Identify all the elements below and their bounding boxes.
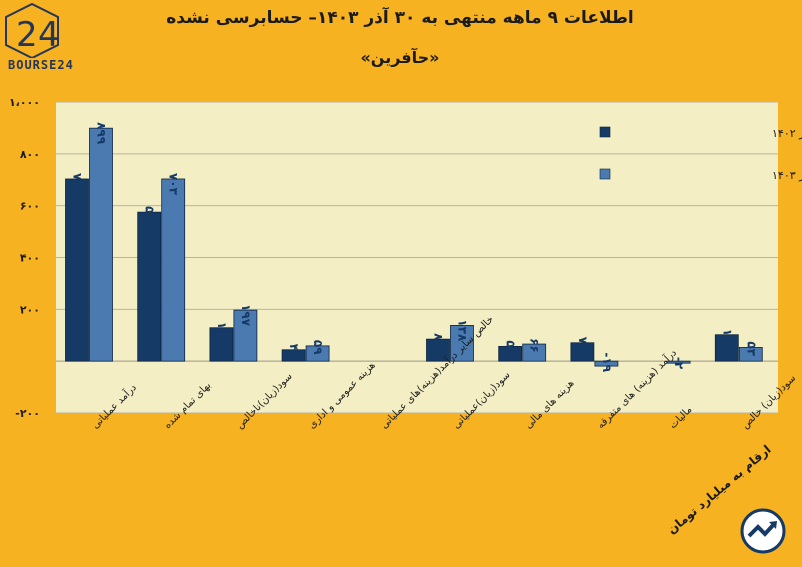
data-label: ۱۹۷ — [239, 304, 253, 327]
svg-text:2: 2 — [16, 15, 38, 55]
data-label: -۱۹ — [600, 352, 614, 372]
bar — [209, 327, 234, 362]
data-label: ۷۰۳ — [167, 173, 181, 196]
bar — [161, 178, 186, 362]
data-label: ۱۳۸ — [455, 319, 469, 342]
bar — [65, 178, 89, 362]
bar — [522, 343, 547, 362]
data-label: ۱۰۲ — [720, 329, 734, 352]
y-tick-label: ۶۰۰ — [20, 200, 40, 213]
data-label: ۱۲۹ — [215, 322, 229, 345]
y-tick-label: ۱،۰۰۰ — [9, 96, 40, 109]
data-label: ۵۷ — [504, 340, 518, 355]
svg-text:4: 4 — [38, 15, 60, 55]
data-label: ۸۹۹ — [94, 122, 108, 145]
y-tick-label: -۲۰۰ — [15, 407, 40, 420]
data-label: ۷۰۳ — [70, 173, 84, 196]
legend-swatch — [599, 168, 611, 180]
chart-title: اطلاعات ۹ ماهه منتهی به ۳۰ آذر ۱۴۰۳– حسا… — [166, 8, 634, 28]
y-tick-label: ۸۰۰ — [20, 148, 40, 161]
bourse24-logo-icon: 2 4 — [5, 2, 60, 60]
data-label: ۵۳ — [744, 341, 758, 356]
brand-name: BOURSE24 — [8, 58, 74, 72]
data-label: ۸۵ — [431, 333, 445, 348]
y-tick-label: ۲۰۰ — [20, 303, 40, 316]
bar — [450, 325, 474, 362]
bar — [714, 334, 739, 362]
bar — [426, 338, 450, 362]
bar — [89, 127, 113, 362]
legend-label: عملکرد منتهی به آذر ۱۴۰۳ — [772, 168, 802, 182]
bar — [305, 345, 330, 362]
data-label: ۶۶ — [528, 338, 542, 353]
y-tick-label: ۴۰۰ — [20, 252, 40, 265]
data-label: -۲ — [672, 357, 686, 370]
bar — [281, 349, 306, 362]
data-label: ۷۱ — [576, 337, 590, 352]
legend-label: عملکرد منتهی به آذر ۱۴۰۲ — [772, 126, 802, 140]
bourse24-logo: 2 4 BOURSE24 — [2, 2, 100, 74]
bar — [666, 360, 691, 364]
legend-swatch — [599, 126, 611, 138]
legend: عملکرد منتهی به آذر ۱۴۰۲ عملکرد منتهی به … — [599, 126, 802, 182]
data-label: ۵۷۵ — [143, 206, 157, 228]
trend-arrow-icon — [740, 508, 786, 554]
company-name: «حآفرین» — [360, 48, 440, 67]
bar — [570, 342, 595, 362]
bar — [137, 211, 162, 362]
data-label: ۴۴ — [287, 344, 301, 359]
bar — [498, 345, 523, 362]
bar — [594, 360, 619, 367]
bar — [233, 309, 258, 362]
bar — [738, 347, 763, 362]
data-label: ۵۹ — [311, 340, 325, 355]
